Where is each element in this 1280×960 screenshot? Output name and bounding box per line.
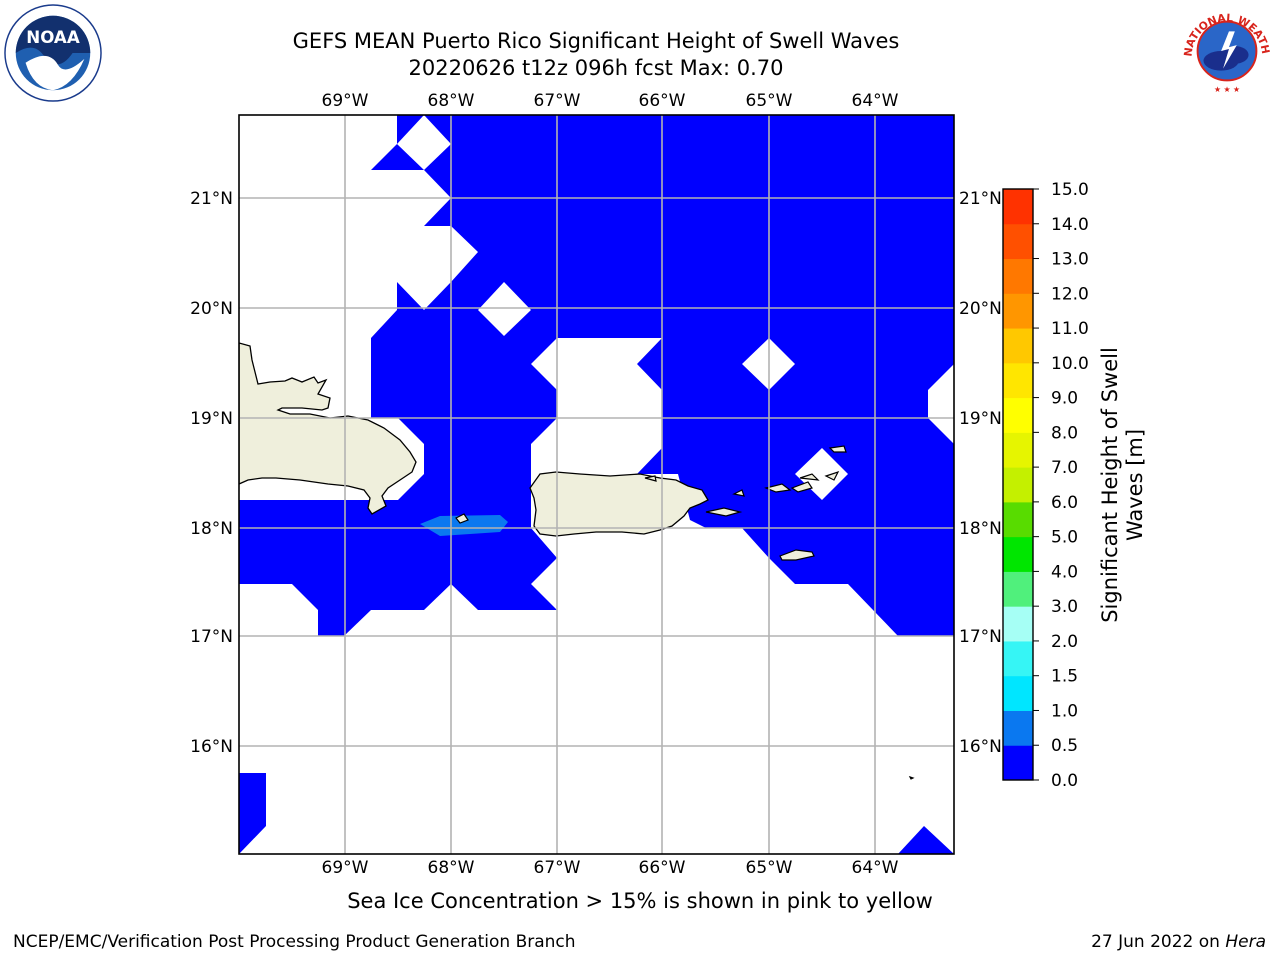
footer-branch: NCEP/EMC/Verification Post Processing Pr… — [13, 932, 576, 952]
colorbar-segment — [1003, 362, 1033, 399]
colorbar-tick-label: 2.0 — [1051, 632, 1078, 652]
lat-tick-label: 20°N — [190, 299, 233, 319]
colorbar-tick-label: 15.0 — [1051, 180, 1089, 200]
colorbar-segment — [1003, 536, 1033, 572]
colorbar-tick-label: 10.0 — [1051, 354, 1089, 374]
colorbar-segment — [1003, 710, 1033, 746]
colorbar-tick-label: 3.0 — [1051, 597, 1078, 617]
footer-host: Hera — [1225, 932, 1266, 952]
colorbar-segment — [1003, 189, 1033, 225]
lon-tick-label: 68°W — [428, 91, 475, 111]
lon-tick-label: 67°W — [534, 91, 581, 111]
colorbar-tick-label: 0.0 — [1051, 771, 1078, 791]
lat-tick-label: 18°N — [190, 519, 233, 539]
footer-date-text: 27 Jun 2022 on — [1091, 932, 1226, 952]
colorbar-segment — [1003, 258, 1033, 294]
colorbar-segment — [1003, 606, 1033, 642]
map-subtitle: 20220626 t12z 096h fcst Max: 0.70 — [408, 56, 784, 80]
noaa-logo-text: NOAA — [26, 28, 80, 47]
lon-tick-label: 65°W — [746, 91, 793, 111]
lon-ticks-bottom: 69°W 68°W 67°W 66°W 65°W 64°W — [322, 858, 899, 878]
colorbar-segment — [1003, 675, 1033, 711]
colorbar-tick-label: 6.0 — [1051, 493, 1078, 513]
footer-date: 27 Jun 2022 on Hera — [1091, 932, 1266, 952]
colorbar-tick-label: 13.0 — [1051, 250, 1089, 270]
land-puerto-rico — [529, 471, 709, 537]
colorbar-tick-label: 1.5 — [1051, 667, 1078, 687]
lon-tick-label: 69°W — [322, 91, 369, 111]
lat-tick-label: 19°N — [190, 409, 233, 429]
lon-tick-label: 69°W — [322, 858, 369, 878]
colorbar-segment — [1003, 501, 1033, 538]
lon-tick-label: 66°W — [639, 858, 686, 878]
lat-tick-label: 20°N — [959, 299, 1002, 319]
colorbar-segment — [1003, 467, 1033, 503]
lon-tick-label: 66°W — [639, 91, 686, 111]
colorbar-tick-label: 1.0 — [1051, 701, 1078, 721]
colorbar-segment — [1003, 745, 1033, 781]
lat-tick-label: 16°N — [190, 737, 233, 757]
svg-text:★ ★ ★: ★ ★ ★ — [1214, 85, 1240, 94]
lat-tick-label: 18°N — [959, 519, 1002, 539]
lon-tick-label: 64°W — [852, 858, 899, 878]
colorbar-tick-label: 9.0 — [1051, 389, 1078, 409]
lat-ticks-left: 21°N 20°N 19°N 18°N 17°N 16°N — [190, 189, 233, 757]
colorbar-segment — [1003, 640, 1033, 677]
lat-tick-label: 21°N — [190, 189, 233, 209]
lat-ticks-right: 21°N 20°N 19°N 18°N 17°N 16°N — [959, 189, 1002, 757]
colorbar: 0.0 0.5 1.0 1.5 2.0 3.0 4.0 5.0 6.0 7.0 8.0 9.0 10.0… — [1002, 180, 1089, 791]
map-title: GEFS MEAN Puerto Rico Significant Height… — [292, 29, 900, 53]
noaa-logo: NOAA — [4, 4, 102, 102]
lat-tick-label: 19°N — [959, 409, 1002, 429]
colorbar-segment — [1003, 571, 1033, 607]
colorbar-tick-label: 0.5 — [1051, 736, 1078, 756]
colorbar-segment — [1003, 397, 1033, 433]
lon-tick-label: 68°W — [428, 858, 475, 878]
colorbar-tick-label: 7.0 — [1051, 458, 1078, 478]
lon-ticks-top: 69°W 68°W 67°W 66°W 65°W 64°W — [322, 91, 899, 111]
colorbar-tick-label: 14.0 — [1051, 215, 1089, 235]
colorbar-segment — [1003, 223, 1033, 260]
map-gridlines — [239, 115, 954, 854]
lat-tick-label: 17°N — [190, 627, 233, 647]
lon-tick-label: 64°W — [852, 91, 899, 111]
map-plot-area: 69°W 68°W 67°W 66°W 65°W 64°W 69°W 68°W … — [190, 91, 1002, 878]
colorbar-segment — [1003, 328, 1033, 364]
lat-tick-label: 17°N — [959, 627, 1002, 647]
small-islands — [455, 445, 915, 780]
swell-field — [239, 115, 954, 854]
nws-logo: NATIONAL WEATHER SERVICE ★ ★ ★ — [1178, 2, 1275, 99]
colorbar-frame — [1002, 188, 1034, 781]
colorbar-label-line2: Waves [m] — [1123, 429, 1147, 541]
colorbar-tick-label: 8.0 — [1051, 423, 1078, 443]
map-frame — [238, 114, 955, 855]
colorbar-segment — [1003, 293, 1033, 329]
colorbar-label: Significant Height of Swell Waves [m] — [1098, 347, 1147, 623]
colorbar-tick-label: 11.0 — [1051, 319, 1089, 339]
colorbar-tick-label: 5.0 — [1051, 528, 1078, 548]
colorbar-segment — [1003, 432, 1033, 468]
lon-tick-label: 65°W — [746, 858, 793, 878]
lat-tick-label: 16°N — [959, 737, 1002, 757]
colorbar-label-line1: Significant Height of Swell — [1098, 347, 1122, 623]
swell-patch-0.5m — [420, 515, 508, 536]
lat-tick-label: 21°N — [959, 189, 1002, 209]
colorbar-tick-label: 4.0 — [1051, 562, 1078, 582]
sea-ice-note: Sea Ice Concentration > 15% is shown in … — [347, 889, 933, 913]
lon-tick-label: 67°W — [534, 858, 581, 878]
colorbar-tick-label: 12.0 — [1051, 284, 1089, 304]
